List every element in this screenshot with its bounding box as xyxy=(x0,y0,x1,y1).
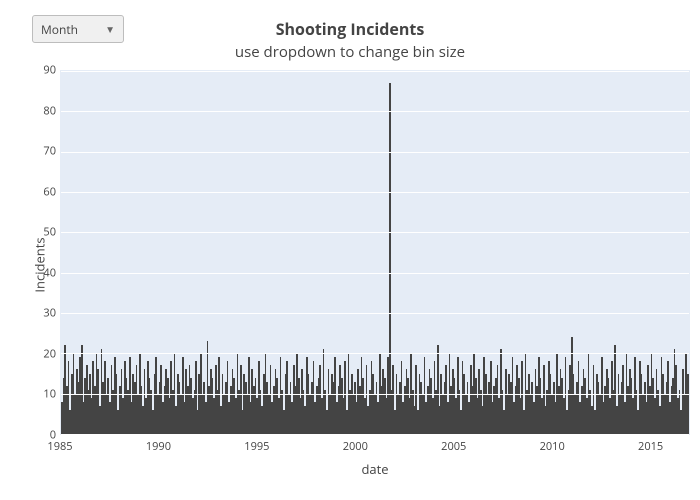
gridline xyxy=(61,313,689,314)
bars-container xyxy=(61,71,689,434)
gridline xyxy=(61,152,689,153)
gridline xyxy=(61,71,689,72)
x-tick: 2000 xyxy=(343,439,368,454)
x-tick: 1985 xyxy=(47,439,72,454)
gridline xyxy=(61,192,689,193)
y-tick: 80 xyxy=(43,103,56,118)
x-tick: 2010 xyxy=(540,439,565,454)
y-tick: 20 xyxy=(43,346,56,361)
gridline xyxy=(61,232,689,233)
gridline xyxy=(61,273,689,274)
x-axis-label: date xyxy=(361,460,388,478)
chart-container: Incidents 0102030405060708090 date 19851… xyxy=(40,70,690,460)
chart-subtitle: use dropdown to change bin size xyxy=(0,42,700,62)
y-tick: 60 xyxy=(43,184,56,199)
gridline xyxy=(61,111,689,112)
plot-area xyxy=(60,70,690,435)
y-tick: 40 xyxy=(43,265,56,280)
bar xyxy=(687,374,689,435)
x-tick: 1990 xyxy=(146,439,171,454)
y-tick: 50 xyxy=(43,225,56,240)
y-tick: 30 xyxy=(43,306,56,321)
gridline xyxy=(61,394,689,395)
bar xyxy=(389,83,391,434)
y-tick: 90 xyxy=(43,63,56,78)
gridline xyxy=(61,353,689,354)
y-tick: 70 xyxy=(43,144,56,159)
chart-title: Shooting Incidents xyxy=(0,18,700,40)
x-tick: 2005 xyxy=(441,439,466,454)
chart-title-area: Shooting Incidents use dropdown to chang… xyxy=(0,18,700,62)
y-axis: 0102030405060708090 xyxy=(40,70,58,435)
x-tick: 1995 xyxy=(244,439,269,454)
x-axis: date 1985199019952000200520102015 xyxy=(60,435,690,460)
x-tick: 2015 xyxy=(638,439,663,454)
y-tick: 10 xyxy=(43,387,56,402)
